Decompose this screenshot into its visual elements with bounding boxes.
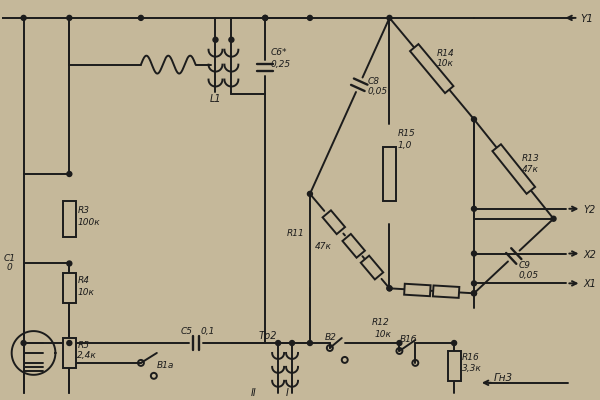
Text: Tp2: Tp2 bbox=[258, 331, 277, 341]
Circle shape bbox=[67, 340, 72, 346]
Circle shape bbox=[67, 16, 72, 20]
Text: 3,3к: 3,3к bbox=[462, 364, 482, 373]
Text: R3: R3 bbox=[77, 206, 89, 215]
Text: C6*: C6* bbox=[270, 48, 287, 57]
Text: Y1: Y1 bbox=[580, 14, 593, 24]
Text: R16: R16 bbox=[462, 354, 480, 362]
Text: R11: R11 bbox=[287, 229, 305, 238]
Circle shape bbox=[472, 117, 476, 122]
Bar bbox=[63, 201, 76, 237]
Text: 47к: 47к bbox=[522, 165, 539, 174]
Circle shape bbox=[387, 16, 392, 20]
Circle shape bbox=[387, 286, 392, 291]
Polygon shape bbox=[410, 44, 454, 93]
Circle shape bbox=[397, 340, 402, 346]
Circle shape bbox=[387, 286, 392, 291]
Text: 2,4к: 2,4к bbox=[77, 352, 97, 360]
Text: I: I bbox=[286, 388, 289, 398]
Text: R13: R13 bbox=[522, 154, 539, 163]
Text: C1: C1 bbox=[4, 254, 16, 262]
Text: B1a: B1a bbox=[157, 361, 174, 370]
Text: Гн3: Гн3 bbox=[494, 373, 513, 383]
Circle shape bbox=[139, 16, 143, 20]
Polygon shape bbox=[343, 234, 365, 258]
Polygon shape bbox=[323, 210, 345, 234]
Text: R4: R4 bbox=[77, 276, 89, 285]
Circle shape bbox=[307, 340, 313, 346]
Text: 0,1: 0,1 bbox=[200, 327, 215, 336]
Bar bbox=[448, 351, 461, 381]
Text: 10к: 10к bbox=[437, 59, 454, 68]
Text: 47к: 47к bbox=[315, 242, 332, 251]
Text: L1: L1 bbox=[209, 94, 221, 104]
Bar bbox=[63, 274, 76, 303]
Text: R5: R5 bbox=[77, 340, 89, 350]
Circle shape bbox=[67, 261, 72, 266]
Circle shape bbox=[263, 16, 268, 20]
Polygon shape bbox=[361, 256, 383, 280]
Bar bbox=[63, 338, 76, 368]
Text: 0: 0 bbox=[7, 264, 13, 272]
Polygon shape bbox=[493, 144, 535, 194]
Text: C9: C9 bbox=[519, 261, 531, 270]
Text: 0,25: 0,25 bbox=[270, 60, 290, 69]
Circle shape bbox=[307, 16, 313, 20]
Text: X1: X1 bbox=[583, 279, 596, 289]
Text: 1,0: 1,0 bbox=[397, 141, 412, 150]
Circle shape bbox=[472, 281, 476, 286]
Text: B2: B2 bbox=[325, 333, 337, 342]
Circle shape bbox=[21, 16, 26, 20]
Circle shape bbox=[472, 251, 476, 256]
Circle shape bbox=[290, 340, 295, 346]
Circle shape bbox=[472, 291, 476, 296]
Text: C5: C5 bbox=[181, 327, 193, 336]
Circle shape bbox=[229, 37, 234, 42]
Text: 0,05: 0,05 bbox=[519, 271, 539, 280]
Circle shape bbox=[452, 340, 457, 346]
Polygon shape bbox=[404, 284, 431, 296]
Text: 10к: 10к bbox=[374, 330, 391, 339]
Circle shape bbox=[21, 340, 26, 346]
Text: R15: R15 bbox=[397, 129, 415, 138]
Text: R12: R12 bbox=[371, 318, 389, 327]
Polygon shape bbox=[433, 286, 460, 298]
Text: C8: C8 bbox=[367, 77, 379, 86]
Text: 10к: 10к bbox=[77, 288, 94, 297]
Circle shape bbox=[551, 216, 556, 221]
Circle shape bbox=[275, 340, 281, 346]
Circle shape bbox=[472, 291, 476, 296]
Bar bbox=[383, 147, 396, 201]
Text: 0,05: 0,05 bbox=[367, 87, 388, 96]
Text: R14: R14 bbox=[437, 49, 454, 58]
Circle shape bbox=[263, 16, 268, 20]
Circle shape bbox=[307, 191, 313, 196]
Circle shape bbox=[67, 172, 72, 176]
Text: II: II bbox=[250, 388, 256, 398]
Text: Y2: Y2 bbox=[583, 205, 596, 215]
Text: X2: X2 bbox=[583, 250, 596, 260]
Circle shape bbox=[472, 206, 476, 211]
Text: B1б: B1б bbox=[400, 335, 417, 344]
Circle shape bbox=[213, 37, 218, 42]
Text: 100к: 100к bbox=[77, 218, 100, 227]
